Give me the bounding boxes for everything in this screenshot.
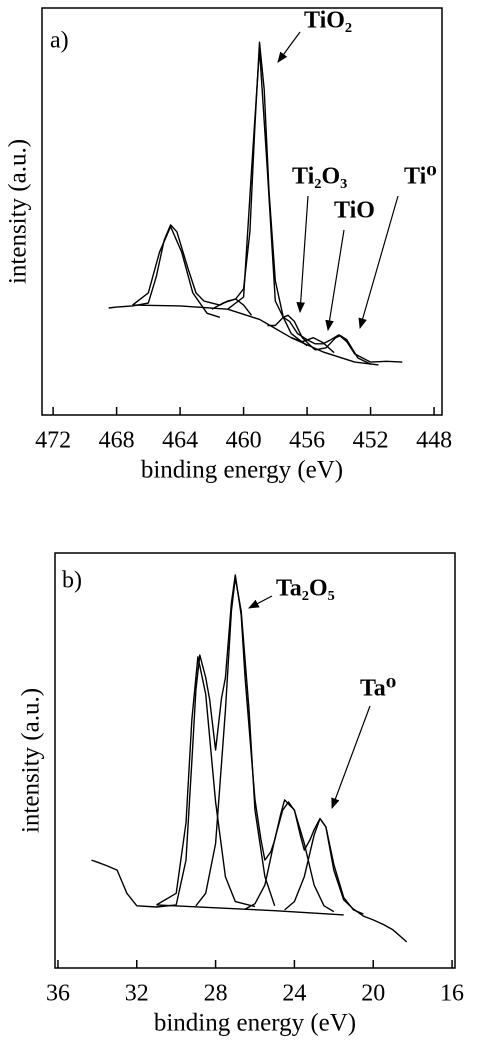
spectrum-line [156, 904, 344, 916]
x-tick-label: 16 [440, 981, 464, 1007]
annotation-arrow [325, 229, 345, 332]
x-tick-label: 36 [46, 981, 70, 1007]
x-tick-label: 448 [416, 428, 452, 454]
x-tick-label: 24 [282, 981, 306, 1007]
x-tick-label: 464 [162, 428, 198, 454]
x-tick-label: 472 [35, 428, 71, 454]
spectrum-line [132, 225, 221, 318]
x-tick-label: 20 [361, 981, 385, 1007]
spectrum-line [91, 574, 408, 943]
spectrum-line [156, 656, 256, 908]
x-tick-label: 468 [99, 428, 135, 454]
spectrum-line [132, 304, 379, 366]
peak-label: Ta₂O₅ [276, 576, 335, 602]
spectrum-line [244, 801, 335, 913]
spectrum-line [284, 817, 364, 915]
spectrum-line [314, 334, 371, 365]
spectrum-line [290, 337, 335, 354]
plot-frame [54, 552, 456, 969]
annotation-arrow [331, 705, 371, 810]
x-tick-label: 32 [125, 981, 149, 1007]
x-tick-label: 456 [289, 428, 325, 454]
x-axis-label: binding energy (eV) [154, 1010, 356, 1037]
panel-label: a) [50, 28, 69, 54]
spectrum-line [211, 298, 253, 316]
annotation-arrow [358, 195, 399, 330]
x-tick-label: 452 [353, 428, 389, 454]
peak-label: TiO₂ [304, 8, 352, 34]
spectrum-line [227, 48, 308, 347]
annotation-arrow [296, 195, 309, 314]
x-axis-label: binding energy (eV) [141, 457, 343, 484]
y-axis-label: intensity (a.u.) [18, 688, 45, 833]
peak-label: TiO [334, 198, 375, 224]
spectrum-line [195, 577, 276, 907]
annotation-arrow [248, 595, 273, 609]
annotation-arrow [277, 31, 301, 63]
peak-label: Ti₂O₃ [292, 164, 347, 190]
plot-frame [41, 7, 443, 416]
spectrum-line [267, 314, 316, 351]
peak-label: Ta⁰ [360, 676, 396, 702]
x-tick-label: 28 [204, 981, 228, 1007]
peak-label: Ti⁰ [404, 164, 437, 190]
panel-label: b) [62, 568, 82, 594]
x-tick-label: 460 [226, 428, 262, 454]
y-axis-label: intensity (a.u.) [5, 139, 32, 284]
